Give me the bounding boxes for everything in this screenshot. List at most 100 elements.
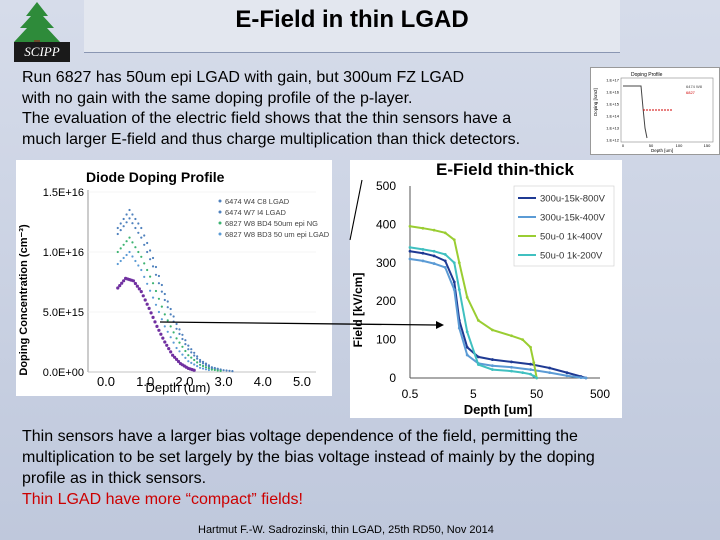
data-point [529,368,532,371]
data-point [457,261,461,265]
legend-entry: 300u-15k-800V [540,194,606,205]
data-point [140,236,143,239]
data-point [213,368,216,372]
data-point [178,350,181,353]
data-point [173,355,177,359]
data-point [160,318,163,321]
data-point [190,348,193,351]
data-point [174,357,179,361]
data-point [134,217,137,221]
legend-marker [218,232,222,236]
x-tick-label: 2.0 [175,374,193,389]
data-point [172,331,175,334]
x-tick-label: 5.0 [293,374,311,389]
data-point [196,357,199,360]
data-point [432,254,436,258]
data-point [190,356,193,359]
data-point [443,231,447,235]
data-point [116,232,119,236]
data-point [143,234,146,237]
data-point [134,246,137,249]
y-tick-label: 1.5E+16 [43,187,84,199]
legend-box [513,185,615,267]
data-point [548,366,551,370]
data-point [192,368,196,372]
conclusion-line: multiplication to be set largely by the … [22,449,595,466]
data-point [151,256,155,260]
x-axis-label: Depth [um] [464,402,533,417]
data-point [178,328,181,331]
legend-marker [218,199,222,203]
data-point [160,290,163,293]
data-point [198,358,202,362]
data-point [149,275,152,278]
thumb-ylabel: Doping [/cm3] [593,88,598,116]
data-point [201,367,205,370]
data-point [408,257,412,261]
data-point [198,366,202,369]
data-point [143,243,146,246]
data-point [151,315,155,319]
data-point [579,376,583,380]
data-point [122,243,125,246]
data-point [490,358,494,361]
data-point [116,286,120,290]
data-point [157,282,161,285]
legend-entry: 6474 W4 C8 LGAD [225,197,290,206]
data-point [140,268,143,272]
data-point [157,310,161,314]
data-point [196,361,199,364]
data-point [207,368,210,372]
conclusion-paragraph: Thin sensors have a larger bias voltage … [22,426,712,510]
data-point [432,249,436,253]
data-point [207,367,210,370]
data-point [222,369,225,372]
data-point [153,320,157,324]
data-point [157,297,161,300]
legend-entry: 50u-0 1k-400V [540,232,603,243]
x-axis-label: Depth (um) [145,380,210,395]
logo-text: SCIPP [14,42,70,62]
data-point [116,250,119,254]
data-point [452,238,456,242]
legend-entry: 6474 W7 I4 LGAD [225,208,286,217]
data-point [181,345,184,348]
data-point [490,364,494,368]
data-point [139,290,143,294]
data-point [565,374,569,378]
data-point [443,252,447,256]
data-point [421,259,425,263]
thumb-y-tick: 1.E+13 [606,126,620,131]
data-point [476,319,480,322]
data-point [421,251,425,255]
data-point [143,298,147,302]
data-point [125,253,128,257]
series-line [409,250,587,379]
data-point [151,296,155,299]
data-point [141,294,145,298]
data-point [181,353,184,356]
data-point [175,327,178,330]
data-point [131,255,134,258]
intro-paragraph: Run 6827 has 50um epi LGAD with gain, bu… [22,68,592,150]
data-point [190,351,193,354]
y-tick-label: 400 [376,217,396,231]
data-point [119,222,122,225]
thumb-x-tick: 50 [649,143,654,148]
data-point [207,365,210,368]
data-point [155,324,159,328]
data-point [198,360,202,363]
y-tick-label: 100 [376,333,396,347]
data-point [131,213,134,216]
data-point [146,241,149,245]
thumb-xlabel: Depth [um] [651,148,673,153]
thumb-y-tick: 1.E+17 [606,78,620,83]
doping-profile-thumbnail: Doping Profile Doping [/cm3] Depth [um] … [590,67,720,155]
data-point [154,289,158,293]
data-point [151,282,155,285]
intro-line: The evaluation of the electric field sho… [22,110,512,127]
data-point [169,336,172,339]
data-point [116,262,119,266]
data-point [146,268,149,272]
data-point [140,226,143,230]
